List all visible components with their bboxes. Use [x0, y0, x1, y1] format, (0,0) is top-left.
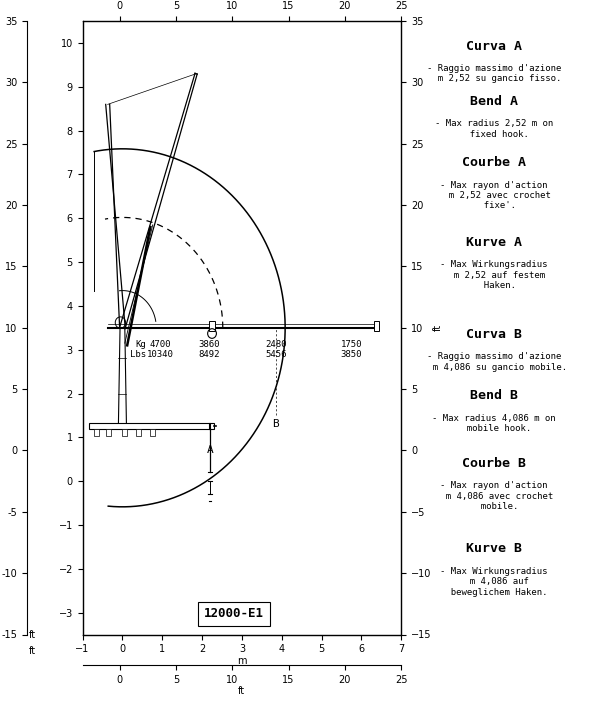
Polygon shape [106, 429, 112, 436]
Text: 5456: 5456 [265, 350, 287, 360]
X-axis label: m: m [237, 656, 247, 666]
Polygon shape [373, 321, 379, 331]
Text: ft: ft [29, 630, 36, 639]
Polygon shape [88, 423, 214, 429]
Polygon shape [209, 321, 215, 331]
Polygon shape [149, 429, 155, 436]
X-axis label: ft: ft [238, 686, 245, 696]
Text: - Max rayon d'action
  m 2,52 avec crochet
  fixe'.: - Max rayon d'action m 2,52 avec crochet… [438, 180, 550, 210]
Text: 10340: 10340 [147, 350, 173, 360]
Text: Bend A: Bend A [470, 94, 518, 108]
Text: 2480: 2480 [265, 340, 287, 349]
Text: Kg: Kg [136, 340, 146, 349]
Text: A: A [206, 445, 214, 455]
Text: - Max radius 2,52 m on
  fixed hook.: - Max radius 2,52 m on fixed hook. [435, 119, 553, 139]
Text: - Raggio massimo d'azione
  m 4,086 su gancio mobile.: - Raggio massimo d'azione m 4,086 su gan… [422, 352, 566, 372]
X-axis label: ft: ft [238, 0, 245, 2]
FancyBboxPatch shape [198, 601, 270, 626]
Text: ft: ft [29, 646, 36, 656]
Text: 4700: 4700 [149, 340, 171, 349]
Polygon shape [94, 429, 99, 436]
Text: Courbe B: Courbe B [462, 457, 526, 470]
Text: 12000-E1: 12000-E1 [204, 607, 264, 620]
Text: Lbs: Lbs [130, 350, 146, 360]
Text: - Max radius 4,086 m on
  mobile hook.: - Max radius 4,086 m on mobile hook. [432, 414, 556, 433]
Text: Curva A: Curva A [466, 39, 522, 53]
Text: 3860: 3860 [198, 340, 220, 349]
Polygon shape [136, 429, 141, 436]
Text: 8492: 8492 [198, 350, 220, 360]
Text: Kurve B: Kurve B [466, 543, 522, 556]
Text: 3850: 3850 [340, 350, 362, 360]
Polygon shape [122, 429, 127, 436]
Text: - Max Wirkungsradius
  m 2,52 auf festem
  Haken.: - Max Wirkungsradius m 2,52 auf festem H… [440, 260, 548, 290]
Text: B: B [273, 419, 279, 429]
Text: Courbe A: Courbe A [462, 156, 526, 169]
Text: Kurve A: Kurve A [466, 235, 522, 249]
Text: - Raggio massimo d'azione
  m 2,52 su gancio fisso.: - Raggio massimo d'azione m 2,52 su ganc… [427, 64, 561, 83]
Text: 1750: 1750 [340, 340, 362, 349]
Text: - Max Wirkungsradius
  m 4,086 auf
  beweglichem Haken.: - Max Wirkungsradius m 4,086 auf bewegli… [440, 567, 548, 597]
Text: Bend B: Bend B [470, 389, 518, 402]
Y-axis label: ft: ft [433, 324, 443, 331]
Text: Curva B: Curva B [466, 328, 522, 341]
Text: - Max rayon d'action
  m 4,086 avec crochet
  mobile.: - Max rayon d'action m 4,086 avec croche… [435, 481, 553, 511]
